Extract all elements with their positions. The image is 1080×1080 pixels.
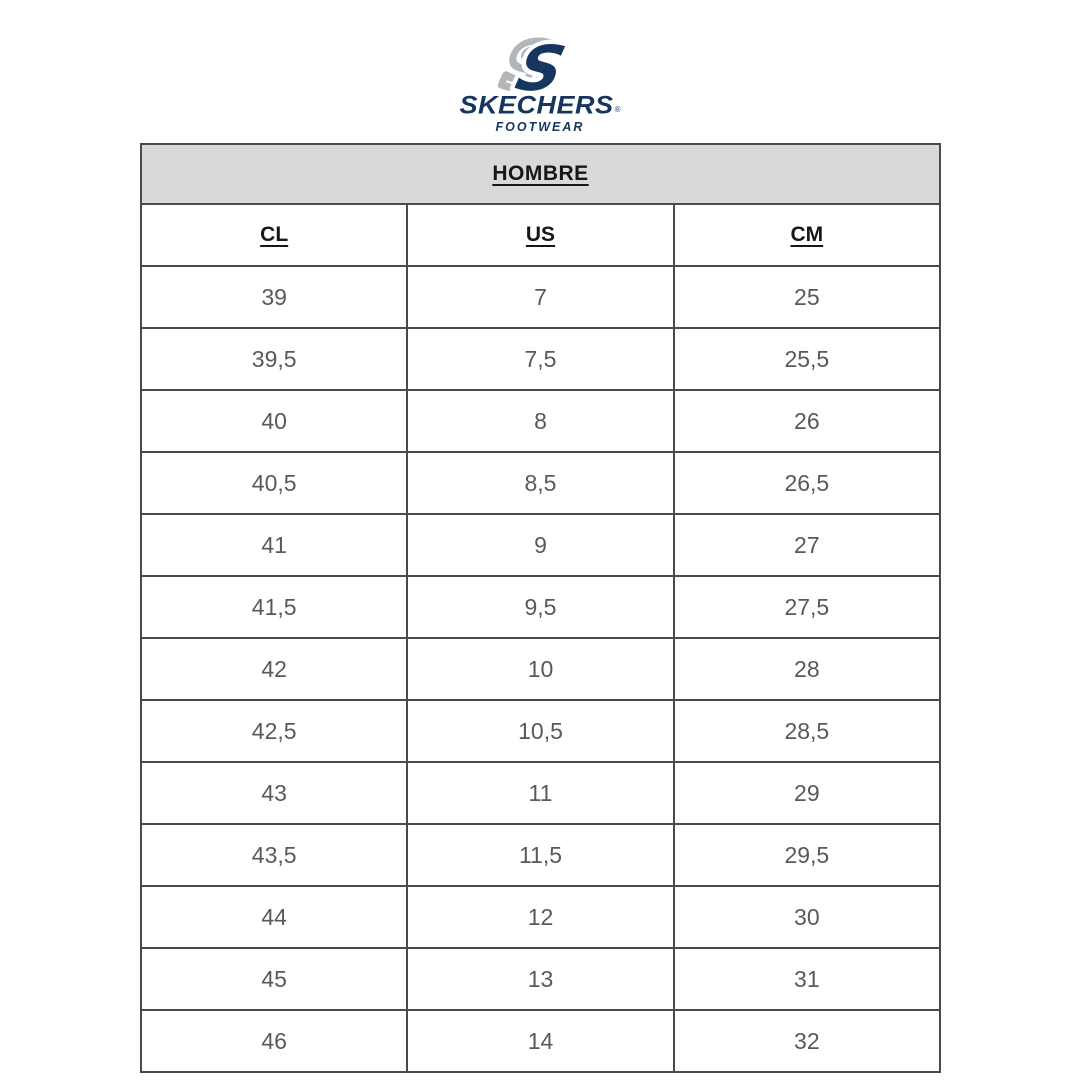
- size-cell: 41: [139, 513, 409, 577]
- table-title-row: HOMBRE: [140, 143, 941, 205]
- size-cell: 7: [406, 265, 675, 329]
- skechers-s-icon: S S S: [493, 34, 577, 98]
- table-row: 42 10 28: [139, 637, 942, 701]
- size-cell: 7,5: [406, 327, 675, 391]
- table-row: 43 11 29: [139, 761, 942, 825]
- size-cell: 25: [672, 265, 942, 329]
- size-cell: 11: [406, 761, 675, 825]
- table-row: 39 7 25: [139, 265, 942, 329]
- size-cell: 31: [672, 947, 942, 1011]
- brand-line: SKECHERS ®: [460, 92, 621, 119]
- size-cell: 39,5: [139, 327, 409, 391]
- size-cell: 14: [406, 1009, 675, 1073]
- table-row: 41 9 27: [139, 513, 942, 577]
- size-cell: 46: [139, 1009, 409, 1073]
- size-cell: 11,5: [406, 823, 675, 887]
- size-cell: 10,5: [406, 699, 675, 763]
- registered-trademark-icon: ®: [614, 105, 621, 114]
- table-row: 40,5 8,5 26,5: [139, 451, 942, 515]
- size-cell: 43,5: [139, 823, 409, 887]
- column-header-cm: CM: [672, 203, 942, 267]
- size-cell: 13: [406, 947, 675, 1011]
- size-cell: 9,5: [406, 575, 675, 639]
- size-cell: 27,5: [672, 575, 942, 639]
- column-header-us-label: US: [525, 223, 556, 246]
- size-conversion-table: HOMBRE CL US CM 39 7 25 39,5 7,5 25,5 40 8 26 40,…: [139, 143, 942, 1073]
- size-cell: 40,5: [139, 451, 409, 515]
- size-table-body: 39 7 25 39,5 7,5 25,5 40 8 26 40,5 8,5 26,5 41 9 27 41,…: [139, 265, 942, 1073]
- size-cell: 26,5: [672, 451, 942, 515]
- size-cell: 28: [672, 637, 942, 701]
- size-table-container: HOMBRE CL US CM 39 7 25 39,5 7,5 25,5 40 8 26 40,…: [139, 143, 942, 1073]
- size-cell: 10: [406, 637, 675, 701]
- table-row: 39,5 7,5 25,5: [139, 327, 942, 391]
- size-cell: 42: [139, 637, 409, 701]
- size-cell: 25,5: [672, 327, 942, 391]
- size-cell: 44: [139, 885, 409, 949]
- brand-name: SKECHERS: [459, 91, 614, 119]
- size-cell: 32: [672, 1009, 942, 1073]
- size-cell: 39: [139, 265, 409, 329]
- column-header-cm-label: CM: [790, 223, 824, 246]
- size-cell: 45: [139, 947, 409, 1011]
- size-cell: 12: [406, 885, 675, 949]
- table-row: 42,5 10,5 28,5: [139, 699, 942, 763]
- size-cell: 41,5: [139, 575, 409, 639]
- size-cell: 29: [672, 761, 942, 825]
- table-title-cell: HOMBRE: [140, 143, 941, 205]
- column-header-cl: CL: [139, 203, 409, 267]
- table-title: HOMBRE: [492, 162, 589, 185]
- size-cell: 40: [139, 389, 409, 453]
- size-cell: 9: [406, 513, 675, 577]
- column-header-row: CL US CM: [139, 203, 942, 267]
- size-cell: 29,5: [672, 823, 942, 887]
- column-header-cl-label: CL: [260, 223, 289, 246]
- size-cell: 8,5: [406, 451, 675, 515]
- sub-brand-name: FOOTWEAR: [495, 120, 585, 134]
- table-row: 46 14 32: [139, 1009, 942, 1073]
- size-cell: 30: [672, 885, 942, 949]
- skechers-logo: S S S SKECHERS ® FOOTWEAR: [0, 34, 1080, 134]
- table-row: 40 8 26: [139, 389, 942, 453]
- table-row: 45 13 31: [139, 947, 942, 1011]
- size-cell: 8: [406, 389, 675, 453]
- size-cell: 43: [139, 761, 409, 825]
- size-cell: 42,5: [139, 699, 409, 763]
- size-cell: 28,5: [672, 699, 942, 763]
- size-cell: 26: [672, 389, 942, 453]
- table-row: 43,5 11,5 29,5: [139, 823, 942, 887]
- size-cell: 27: [672, 513, 942, 577]
- column-header-us: US: [406, 203, 675, 267]
- table-row: 44 12 30: [139, 885, 942, 949]
- table-row: 41,5 9,5 27,5: [139, 575, 942, 639]
